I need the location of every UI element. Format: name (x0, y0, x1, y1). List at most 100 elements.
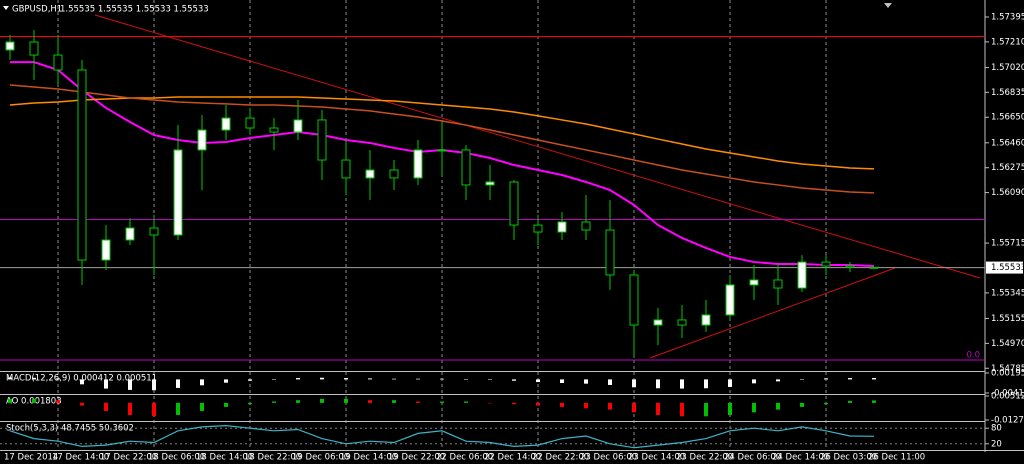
ao-bar (560, 402, 564, 407)
histogram-bar (176, 379, 180, 388)
shift-marker[interactable] (884, 3, 892, 8)
histogram-bar (248, 379, 252, 381)
histogram-bar (512, 379, 516, 381)
y-tick-label: 1.56835 (991, 88, 1024, 98)
ao-bar (32, 398, 36, 403)
histogram-bar (560, 379, 564, 383)
x-tick-label: 23 Dec 14:00 (628, 453, 685, 463)
candle-body (5, 41, 15, 51)
x-tick-label: 17 Dec 2014 (4, 453, 58, 463)
histogram-bar (200, 379, 204, 386)
ao-bar (728, 402, 732, 415)
candle-body (245, 117, 255, 129)
candle-body (509, 181, 519, 226)
histogram-bar (656, 379, 660, 389)
candle-body (197, 129, 207, 151)
candle-body (701, 314, 711, 326)
candle-body (101, 239, 111, 261)
y-tick-label: -0.012738 (991, 416, 1024, 426)
candle-body (557, 221, 567, 233)
y-tick-label: 1.55155 (991, 314, 1024, 324)
ao-bar (704, 402, 708, 417)
ao-bar (176, 402, 180, 415)
x-tick-label: 18 Dec 22:00 (244, 453, 301, 463)
candle-body (365, 169, 375, 179)
ao-bar (248, 402, 252, 405)
y-tick-label: 80 (991, 424, 1002, 434)
histogram-bar (728, 379, 732, 387)
candle-body (29, 41, 39, 56)
current-price-box (986, 261, 1023, 274)
x-tick-label: 19 Dec 06:00 (292, 453, 349, 463)
x-tick-label: 22 Dec 06:00 (436, 453, 493, 463)
level-label: 0.0 (966, 351, 980, 361)
histogram-bar (224, 379, 228, 383)
chart-title: GBPUSD,H1 (12, 5, 62, 15)
ao-bar (80, 402, 84, 406)
histogram-bar (440, 378, 444, 380)
candle-body (581, 221, 591, 231)
ao-bar (416, 401, 420, 403)
histogram-bar (104, 379, 108, 389)
ao-bar (296, 400, 300, 403)
histogram-bar (488, 379, 492, 380)
ao-bar (392, 400, 396, 403)
histogram-bar (584, 379, 588, 384)
ao-bar (680, 402, 684, 417)
histogram-bar (848, 378, 852, 380)
menu-arrow[interactable] (3, 6, 9, 10)
ao-bar (440, 401, 444, 403)
ao-bar (776, 402, 780, 410)
ao-bar (224, 402, 228, 407)
candle-body (173, 149, 183, 236)
x-tick-label: 17 Dec 22:00 (100, 453, 157, 463)
candle-body (869, 266, 879, 269)
candle-body (485, 181, 495, 186)
ao-bar (512, 402, 516, 405)
candle-body (461, 149, 471, 186)
histogram-bar (152, 379, 156, 391)
candle-body (413, 149, 423, 179)
x-tick-label: 17 Dec 14:00 (52, 453, 109, 463)
candle-body (389, 169, 399, 179)
candle-body (53, 54, 63, 71)
ao-bar (56, 400, 60, 403)
x-tick-label: 23 Dec 22:00 (676, 453, 733, 463)
ohlc-label: 1.55535 1.55535 1.55533 1.55533 (60, 5, 209, 15)
ao-bar (632, 402, 636, 413)
ao-bar (800, 402, 804, 407)
histogram-bar (368, 378, 372, 380)
histogram-bar (416, 378, 420, 380)
histogram-bar (824, 378, 828, 380)
x-tick-label: 26 Dec 11:00 (868, 453, 925, 463)
ao-bar (584, 402, 588, 409)
candle-body (341, 159, 351, 179)
x-tick-label: 19 Dec 22:00 (388, 453, 445, 463)
histogram-bar (800, 379, 804, 380)
trend-line (649, 267, 896, 359)
histogram-bar (8, 377, 12, 380)
histogram-bar (80, 379, 84, 385)
ao-bar (344, 398, 348, 403)
y-tick-label: 1.56460 (991, 138, 1024, 148)
y-tick-label: 1.54970 (991, 339, 1024, 349)
ao-bar (368, 400, 372, 403)
ao-bar (8, 398, 12, 403)
candle-body (677, 319, 687, 326)
candle-body (797, 261, 807, 289)
x-tick-label: 24 Dec 06:00 (724, 453, 781, 463)
histogram-bar (56, 378, 60, 380)
ao-bar (488, 402, 492, 404)
histogram-bar (320, 377, 324, 380)
histogram-bar (128, 379, 132, 390)
candle-body (149, 227, 159, 236)
histogram-bar (392, 378, 396, 380)
y-tick-label: 1.56090 (991, 188, 1024, 198)
candle-body (725, 284, 735, 316)
candle-body (269, 127, 279, 133)
histogram-bar (704, 379, 708, 389)
histogram-bar (872, 378, 876, 380)
histogram-bar (752, 379, 756, 384)
